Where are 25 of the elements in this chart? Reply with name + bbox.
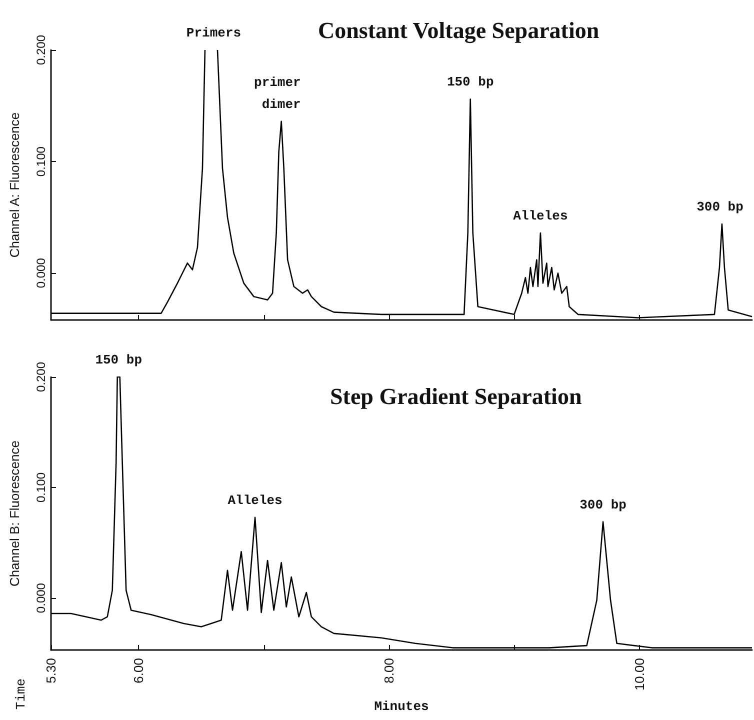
annotation: 150 bp — [446, 74, 494, 90]
x-tick-label: 10.00 — [632, 658, 647, 691]
chart-title: Constant Voltage Separation — [318, 18, 600, 44]
annotation: 300 bp — [580, 497, 627, 512]
y-tick-label: 0.000 — [34, 582, 48, 614]
annotation: primer dimer — [254, 74, 309, 112]
y-axis-title: Channel A: Fluorescence — [7, 112, 22, 258]
annotation: Alleles — [228, 492, 283, 508]
y-tick-label: 0.200 — [34, 34, 48, 66]
x-tick-label: 5.30 — [44, 658, 58, 684]
y-tick-label: 0.200 — [34, 362, 48, 392]
text: Time — [14, 678, 28, 710]
annotation: Alleles — [513, 208, 568, 224]
x-tick-label: 6.00 — [131, 658, 146, 684]
y-tick-label: 0.000 — [34, 258, 48, 288]
y-tick-label: 0.100 — [34, 472, 48, 503]
x-axis-title: Minutes — [374, 699, 430, 714]
chart-title: Step Gradient Separation — [330, 384, 582, 409]
x-tick-label: 8.00 — [381, 658, 396, 684]
annotation: 150 bp — [95, 352, 142, 368]
y-axis-title: Channel B: Fluorescence — [7, 440, 22, 586]
annotation: Primers — [186, 26, 242, 40]
annotation: 300 bp — [696, 200, 744, 215]
line-series — [50, 376, 753, 648]
y-tick-label: 0.100 — [34, 146, 48, 177]
